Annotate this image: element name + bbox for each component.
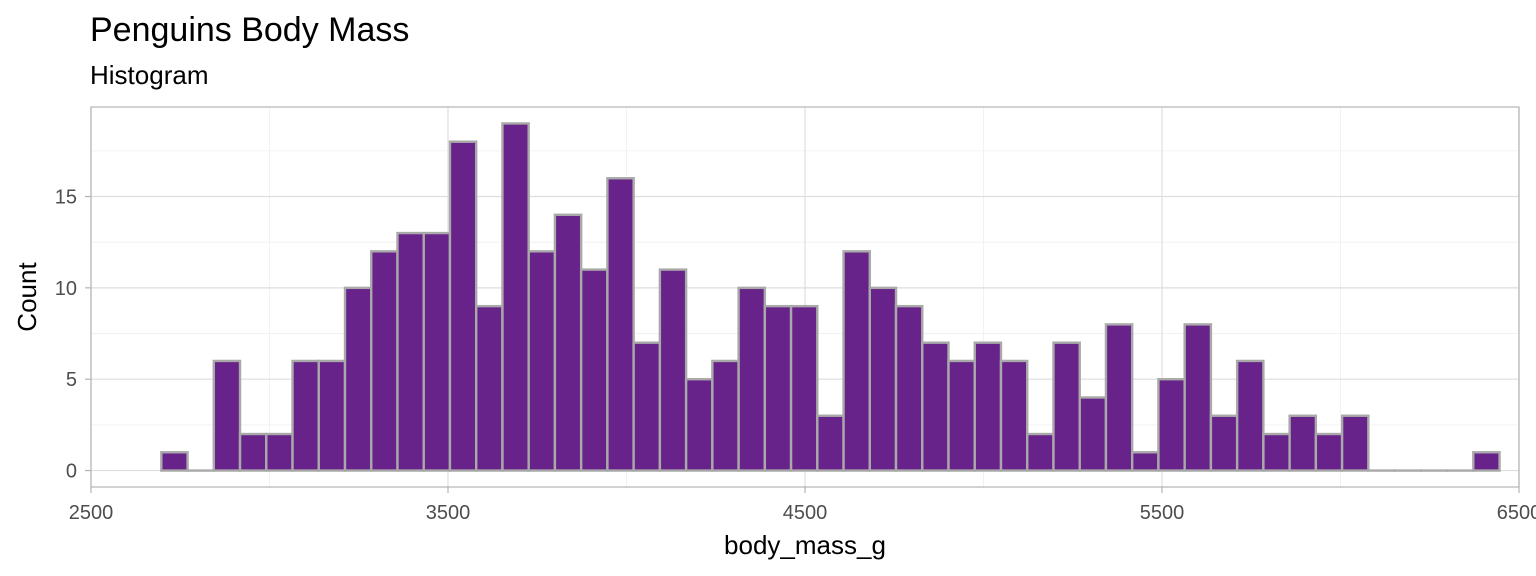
histogram-bar <box>370 250 399 472</box>
histogram-bar <box>475 304 504 472</box>
x-axis-title: body_mass_g <box>724 530 886 560</box>
histogram-bar <box>1026 432 1055 472</box>
y-tick-label: 5 <box>66 369 77 391</box>
histogram-bar <box>1078 396 1108 472</box>
x-tick-label: 3500 <box>426 502 471 524</box>
histogram-bar <box>238 432 268 472</box>
y-axis-title: Count <box>12 262 42 332</box>
histogram-bar <box>1235 359 1265 472</box>
y-tick-label: 10 <box>55 278 77 300</box>
histogram-bar <box>921 341 950 472</box>
chart-subtitle: Histogram <box>90 60 208 90</box>
histogram-bar <box>579 268 609 472</box>
histogram-bar <box>422 231 452 472</box>
histogram-bar <box>1314 432 1344 472</box>
histogram-bar <box>265 432 294 472</box>
histogram-bars <box>160 122 1501 472</box>
x-tick-label: 2500 <box>69 502 114 524</box>
histogram-bar <box>894 304 924 472</box>
histogram-bar <box>1340 414 1370 472</box>
histogram-bar <box>763 304 793 472</box>
histogram-bar <box>632 341 662 472</box>
histogram-bar <box>658 268 688 472</box>
histogram-bar <box>160 451 189 472</box>
histogram-bar <box>343 286 373 472</box>
histogram-bar <box>973 341 1003 472</box>
histogram-bar <box>711 359 740 472</box>
histogram-bar <box>868 286 898 472</box>
histogram-bar <box>1130 451 1160 472</box>
histogram-bar <box>1288 414 1318 472</box>
x-tick-label: 4500 <box>783 502 828 524</box>
histogram-bar <box>606 177 635 472</box>
axes: 2500 3500 4500 5500 6500 0 5 10 15 <box>55 187 1536 524</box>
y-tick-label: 15 <box>55 187 77 209</box>
histogram-bar <box>1104 323 1134 472</box>
histogram-bar <box>789 304 819 472</box>
histogram-bar <box>291 359 320 472</box>
histogram-bar <box>1157 378 1186 472</box>
histogram-bar <box>212 359 242 472</box>
x-tick-label: 6500 <box>1497 502 1536 524</box>
histogram-bar <box>396 231 425 472</box>
histogram-bar <box>1262 432 1291 472</box>
histogram-bar <box>1183 323 1213 472</box>
histogram-bar <box>317 359 347 472</box>
histogram-bar <box>553 213 583 472</box>
chart-title: Penguins Body Mass <box>90 11 409 49</box>
x-tick-label: 5500 <box>1140 502 1185 524</box>
histogram-bar <box>684 378 714 472</box>
histogram-bar <box>947 359 976 472</box>
histogram-bar <box>527 250 557 472</box>
histogram-bar <box>448 140 478 472</box>
histogram-bar <box>1209 414 1239 472</box>
histogram-bar <box>1472 451 1501 472</box>
histogram-bar <box>1052 341 1081 472</box>
histogram-bar <box>501 122 530 472</box>
y-tick-label: 0 <box>66 461 77 483</box>
histogram-bar <box>999 359 1029 472</box>
histogram-bar <box>737 286 767 472</box>
histogram-bar <box>816 414 845 472</box>
histogram-bar <box>842 250 871 472</box>
